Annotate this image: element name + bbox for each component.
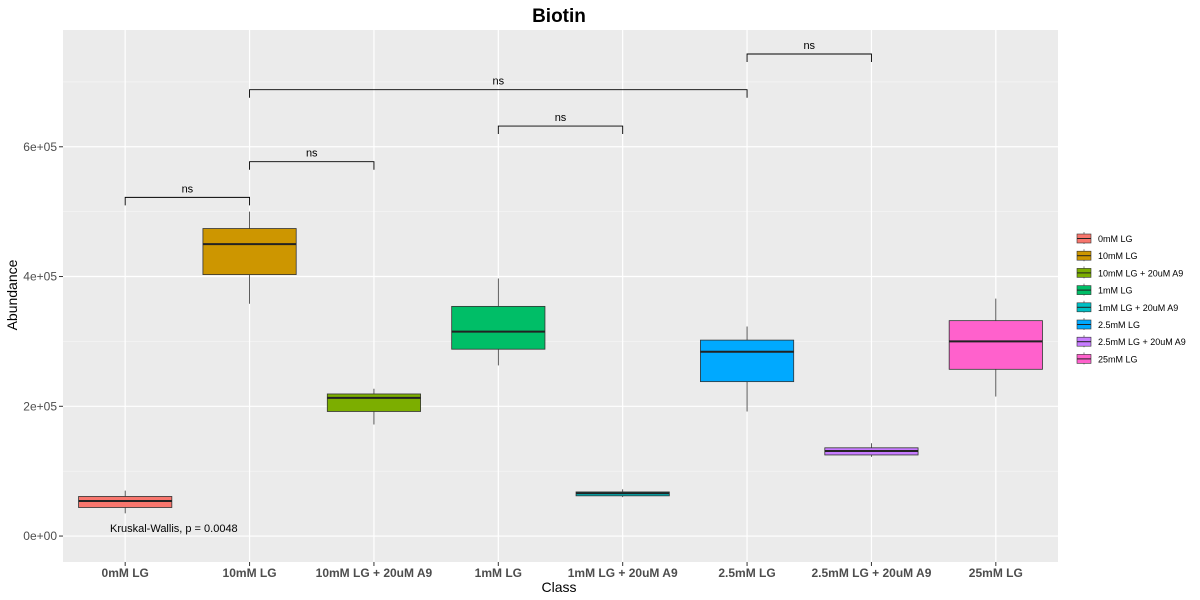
box-group — [78, 490, 173, 514]
legend: 0mM LG 10mM LG 10mM LG + 20uM A9 1mM LG 1mM … — [1076, 232, 1186, 365]
box-group — [326, 388, 421, 425]
legend-label: 1mM LG — [1098, 286, 1133, 296]
x-tick-label: 2.5mM LG — [718, 566, 775, 580]
x-tick-label: 10mM LG + 20uM A9 — [316, 566, 433, 580]
legend-label: 0mM LG — [1098, 234, 1133, 244]
legend-label: 10mM LG — [1098, 251, 1138, 261]
y-tick-label: 6e+05 — [23, 140, 57, 154]
box-group — [202, 211, 297, 304]
significance-label: ns — [803, 40, 815, 52]
box-iqr — [700, 339, 795, 383]
box-group — [700, 326, 795, 412]
significance-bracket — [746, 53, 872, 63]
x-tick-label: 10mM LG — [223, 566, 277, 580]
legend-item: 1mM LG — [1076, 283, 1133, 296]
legend-item: 0mM LG — [1076, 232, 1133, 244]
box-iqr — [451, 305, 546, 350]
chart-title: Biotin — [532, 6, 586, 27]
box-iqr — [326, 393, 421, 412]
significance-label: ns — [306, 148, 318, 160]
significance-label: ns — [182, 183, 194, 195]
y-tick-label: 2e+05 — [23, 399, 57, 413]
box-group — [575, 489, 670, 498]
legend-label: 1mM LG + 20uM A9 — [1098, 303, 1178, 313]
y-axis-title: Abundance — [4, 259, 20, 330]
y-tick-label: 4e+05 — [23, 270, 57, 284]
y-tick-label: 0e+00 — [23, 529, 57, 543]
legend-item: 2.5mM LG + 20uM A9 — [1076, 335, 1186, 348]
x-tick-label: 0mM LG — [102, 566, 149, 580]
significance-label: ns — [493, 76, 505, 88]
legend-label: 2.5mM LG — [1098, 320, 1140, 330]
box-group — [948, 298, 1043, 397]
legend-item: 1mM LG + 20uM A9 — [1076, 300, 1178, 313]
legend-item: 25mM LG — [1076, 352, 1138, 365]
significance-bracket — [249, 89, 748, 98]
x-tick-label: 2.5mM LG + 20uM A9 — [811, 566, 931, 580]
kruskal-wallis-annotation: Kruskal-Wallis, p = 0.0048 — [110, 523, 238, 535]
box-iqr — [948, 320, 1043, 370]
significance-bracket — [124, 196, 251, 206]
legend-item: 10mM LG — [1076, 249, 1138, 262]
x-tick-label: 1mM LG — [475, 566, 522, 580]
significance-bracket — [497, 125, 624, 135]
box-group — [451, 278, 546, 366]
legend-label: 10mM LG + 20uM A9 — [1098, 268, 1183, 278]
significance-label: ns — [555, 112, 567, 124]
x-axis-title: Class — [541, 579, 576, 595]
legend-label: 25mM LG — [1098, 354, 1138, 364]
legend-item: 10mM LG + 20uM A9 — [1076, 266, 1183, 279]
plot-panel-background — [63, 30, 1058, 562]
box-iqr — [202, 228, 297, 275]
legend-label: 2.5mM LG + 20uM A9 — [1098, 337, 1186, 347]
box-group — [824, 443, 919, 457]
x-tick-label: 25mM LG — [969, 566, 1023, 580]
legend-item: 2.5mM LG — [1076, 318, 1140, 330]
x-tick-label: 1mM LG + 20uM A9 — [568, 566, 678, 580]
significance-bracket — [249, 161, 375, 170]
